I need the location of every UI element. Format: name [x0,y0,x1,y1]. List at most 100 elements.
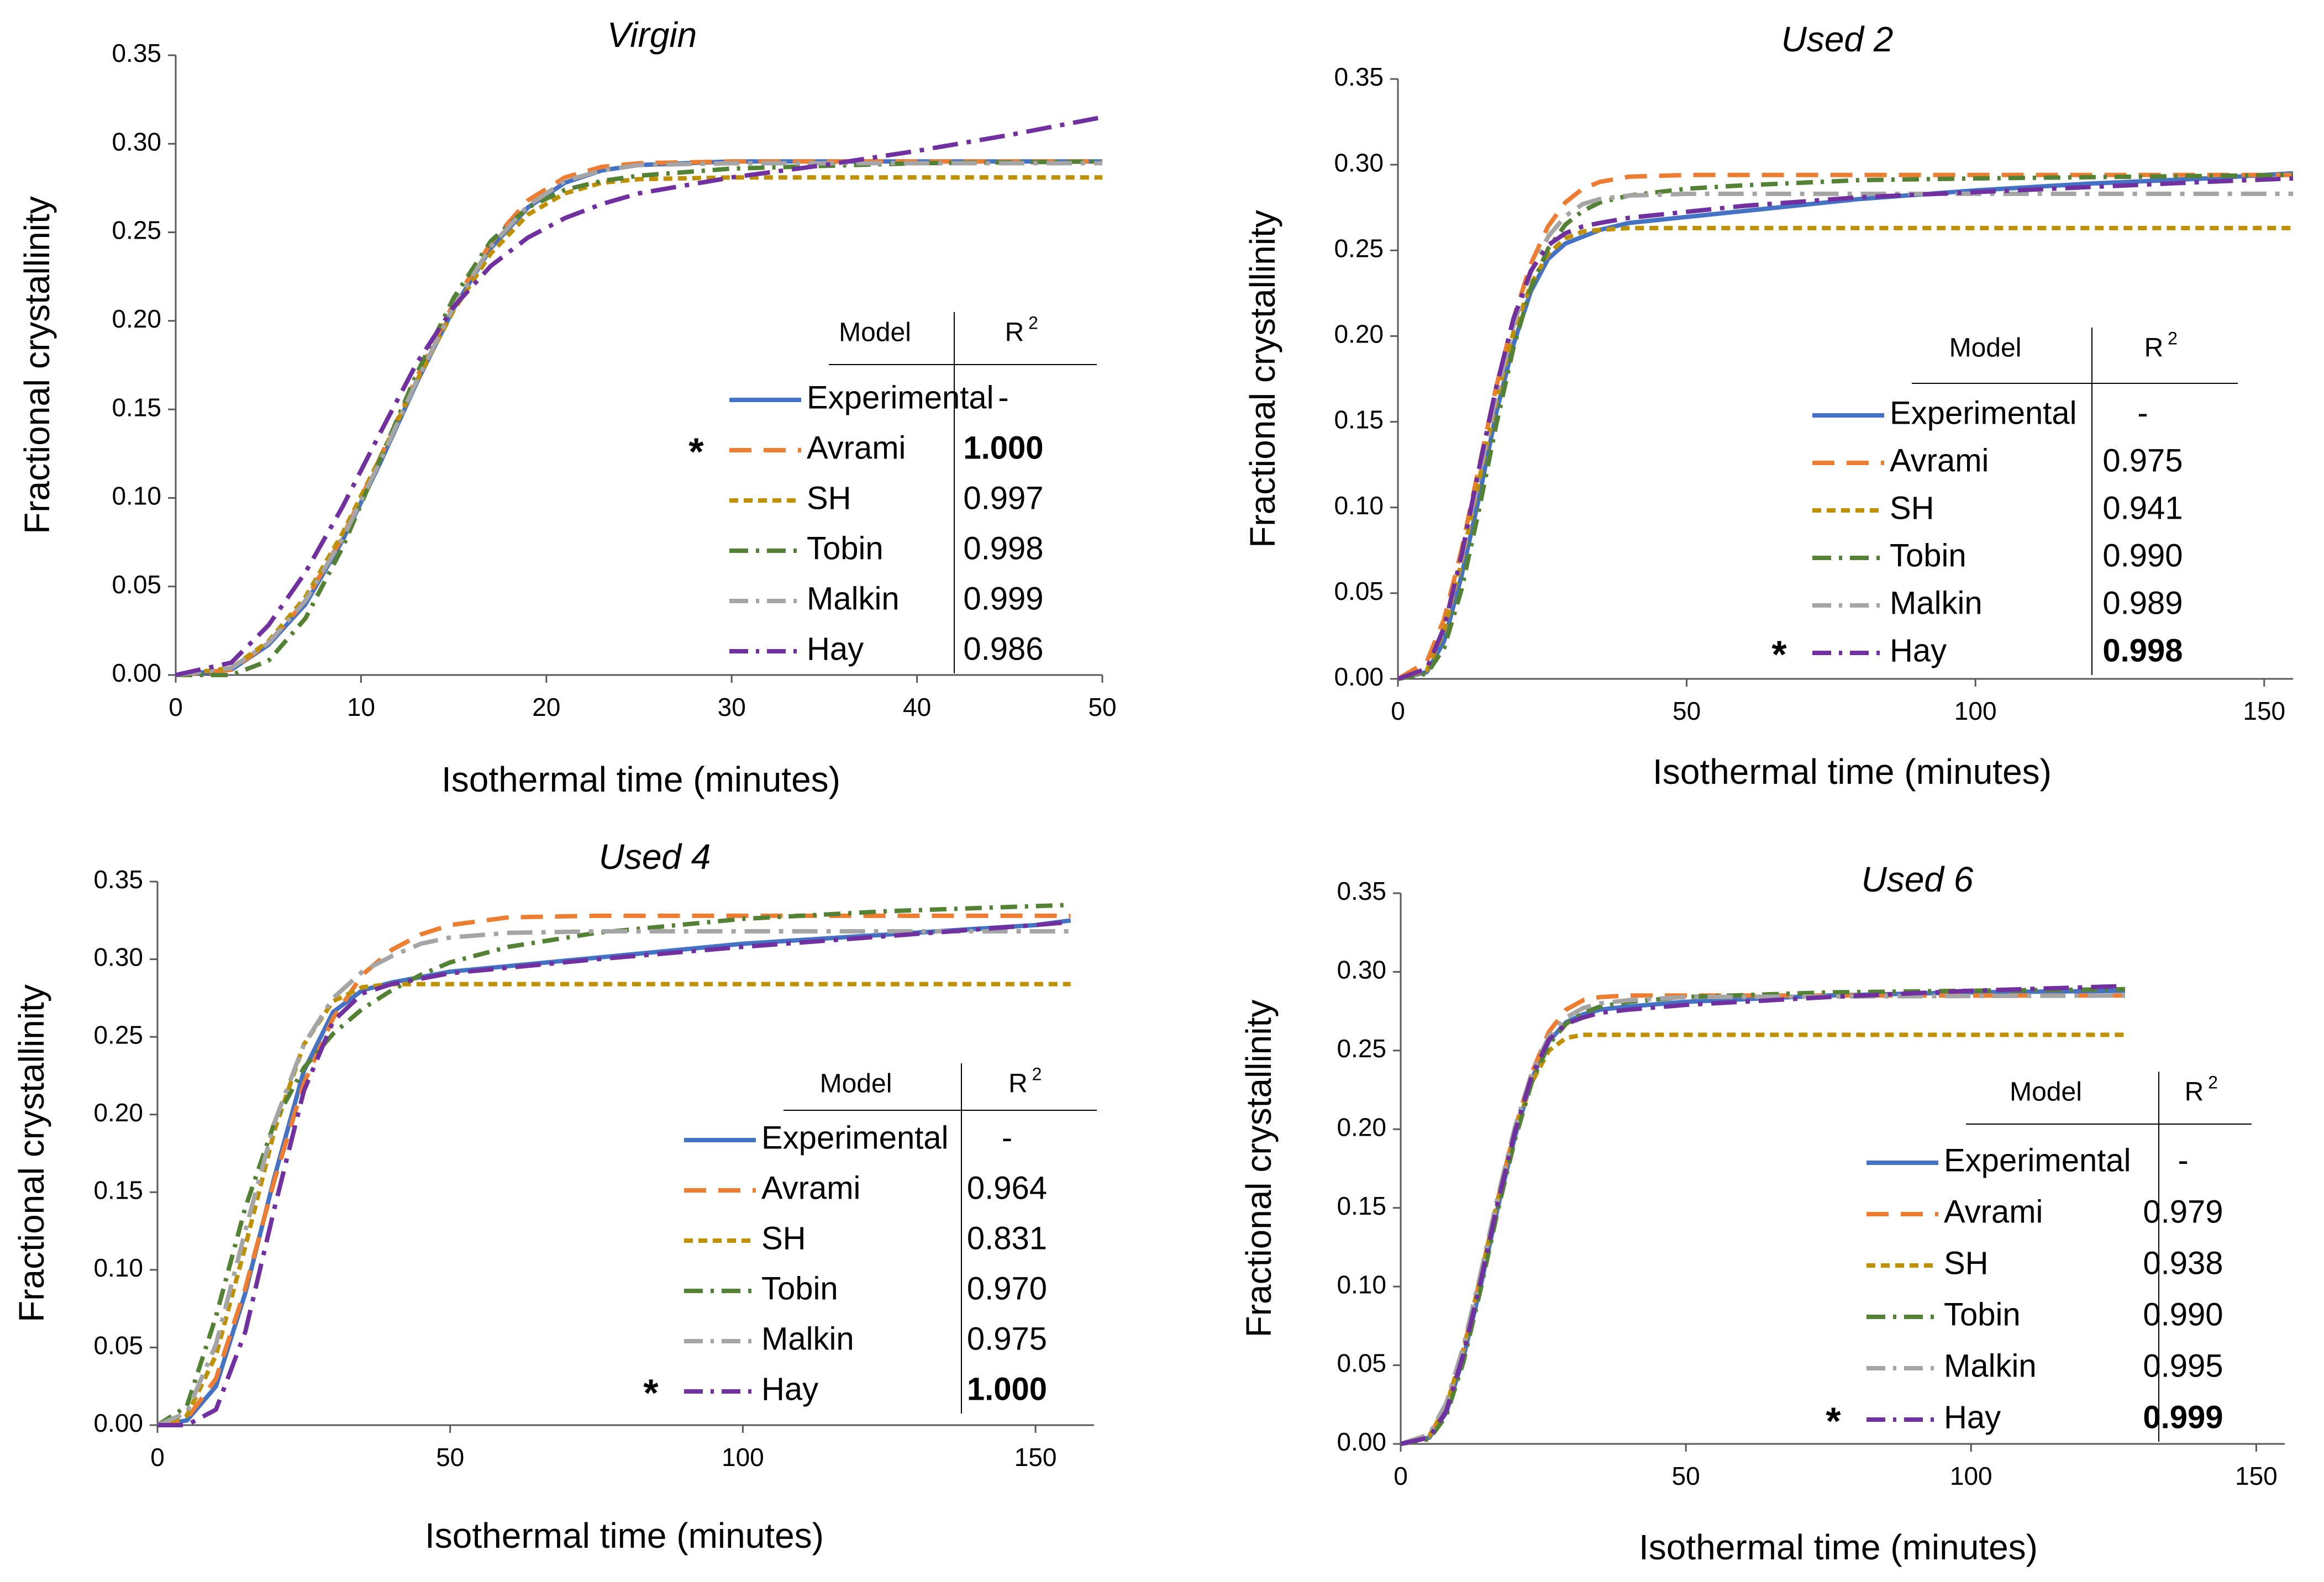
r2-value-hay: 0.998 [2102,632,2183,668]
legend-table: Model R 2 Experimental - Avrami 0.979 SH 0.938 To… [1826,1072,2252,1442]
x-axis-title: Isothermal time (minutes) [1639,1527,2038,1567]
x-tick-label: 40 [903,693,931,721]
y-tick-label: 0.00 [112,658,161,687]
legend-label-experimental: Experimental [1944,1142,2131,1178]
r2-value-experimental: - [1002,1120,1012,1156]
table-header-r2: R [1005,318,1024,347]
y-tick-label: 0.10 [112,482,161,510]
chart-panel-3: Used 4 0.00 0.05 0.10 0.15 0.20 0.25 0.30 0.35 0 5… [12,837,1097,1555]
x-tick-label: 50 [1673,697,1701,725]
chart-title: Virgin [607,15,697,55]
r2-value-hay: 0.999 [2143,1399,2223,1435]
best-fit-asterisk: * [643,1371,659,1414]
r2-value-sh: 0.938 [2143,1245,2223,1281]
x-tick-label: 20 [532,693,560,721]
x-axis-title: Isothermal time (minutes) [1653,752,2052,792]
legend-label-avrami: Avrami [1944,1194,2043,1230]
y-axis-title: Fractional crystallinity [12,984,51,1322]
legend-label-tobin: Tobin [807,530,884,566]
best-fit-asterisk: * [1771,632,1787,676]
table-header-r2: R [2185,1078,2204,1107]
r2-value-avrami: 1.000 [963,430,1043,466]
r2-value-avrami: 0.975 [2102,442,2183,478]
series-line-tobin [1397,172,2294,681]
y-axis-title: Fractional crystallinity [17,196,57,534]
y-tick-label: 0.05 [112,570,161,599]
y-axis-title: Fractional crystallinity [1239,1000,1279,1338]
chart-panel-2: Used 2 0.00 0.05 0.10 0.15 0.20 0.25 0.30 0.35 0 5… [1243,19,2294,792]
x-tick-label: 30 [718,693,746,721]
table-header-model: Model [2010,1078,2082,1107]
y-tick-label: 0.30 [93,943,143,972]
series-line-avrami [157,913,1071,1427]
y-tick-label: 0.20 [1337,1112,1386,1141]
legend-label-malkin: Malkin [1944,1348,2037,1384]
series-line-tobin [176,159,1103,677]
y-tick-label: 0.30 [1337,956,1386,984]
chart-panel-1: Virgin 0.00 0.05 0.10 0.15 0.20 0.25 0.30 0.35 0 1… [17,15,1117,799]
y-tick-label: 0.10 [93,1253,143,1282]
x-tick-label: 100 [1954,697,1997,725]
legend-label-sh: SH [1890,490,1934,526]
legend-label-hay: Hay [761,1371,818,1407]
series-line-malkin [156,929,1071,1427]
y-tick-label: 0.25 [1334,234,1384,262]
y-tick-label: 0.05 [1334,577,1384,605]
y-tick-label: 0.10 [1334,491,1384,520]
r2-value-sh: 0.997 [963,480,1043,516]
x-tick-label: 50 [1088,693,1116,721]
legend-label-avrami: Avrami [1890,442,1989,478]
y-tick-label: 0.05 [1337,1349,1386,1378]
legend-label-avrami: Avrami [807,430,906,466]
y-tick-label: 0.35 [112,39,161,67]
legend-label-malkin: Malkin [807,581,900,616]
legend-label-experimental: Experimental [1890,395,2076,431]
legend-table: Model R 2 Experimental - Avrami 0.975 SH 0.941 To… [1771,328,2238,676]
series-line-hay [175,115,1103,677]
x-tick-label: 0 [150,1443,165,1472]
r2-value-sh: 0.941 [2102,490,2183,526]
legend-label-experimental: Experimental [761,1120,948,1156]
y-tick-label: 0.15 [93,1175,143,1204]
r2-value-sh: 0.831 [967,1220,1047,1256]
y-axis-title: Fractional crystallinity [1243,210,1282,548]
y-tick-label: 0.25 [1337,1034,1386,1063]
series-line-tobin [156,903,1071,1427]
y-tick-label: 0.15 [1337,1191,1386,1220]
x-axis-title: Isothermal time (minutes) [425,1516,824,1555]
x-tick-label: 50 [1672,1462,1700,1490]
series-line-experimental [157,918,1071,1427]
y-tick-label: 0.25 [112,216,161,245]
table-header-model: Model [820,1069,892,1099]
legend-label-hay: Hay [807,631,864,667]
x-tick-label: 10 [347,693,375,721]
y-tick-label: 0.00 [1334,662,1384,691]
series-line-malkin [175,161,1102,677]
series-line-malkin [1400,993,2126,1446]
r2-value-tobin: 0.970 [967,1270,1047,1306]
legend-label-malkin: Malkin [761,1321,854,1357]
chart-title: Used 2 [1781,19,1894,59]
x-tick-label: 0 [169,693,183,721]
x-tick-label: 50 [436,1443,464,1472]
y-tick-label: 0.30 [1334,148,1384,177]
y-tick-label: 0.10 [1337,1270,1386,1299]
series-line-tobin [1400,987,2126,1446]
r2-value-experimental: - [2137,395,2148,431]
table-header-r2-sup: 2 [1032,1064,1042,1084]
r2-value-malkin: 0.989 [2102,585,2183,621]
r2-value-experimental: - [2178,1142,2188,1178]
y-tick-label: 0.25 [93,1020,143,1049]
legend-label-tobin: Tobin [1944,1296,2021,1332]
y-tick-label: 0.35 [93,865,143,894]
legend-label-experimental: Experimental [807,379,993,415]
r2-value-experimental: - [998,379,1008,415]
series-line-hay [1400,984,2126,1446]
y-tick-label: 0.05 [93,1331,143,1360]
x-tick-label: 150 [1014,1443,1057,1472]
r2-value-malkin: 0.975 [967,1321,1047,1357]
chart-title: Used 4 [599,837,711,877]
r2-value-avrami: 0.964 [967,1170,1047,1206]
r2-value-tobin: 0.998 [963,530,1043,566]
